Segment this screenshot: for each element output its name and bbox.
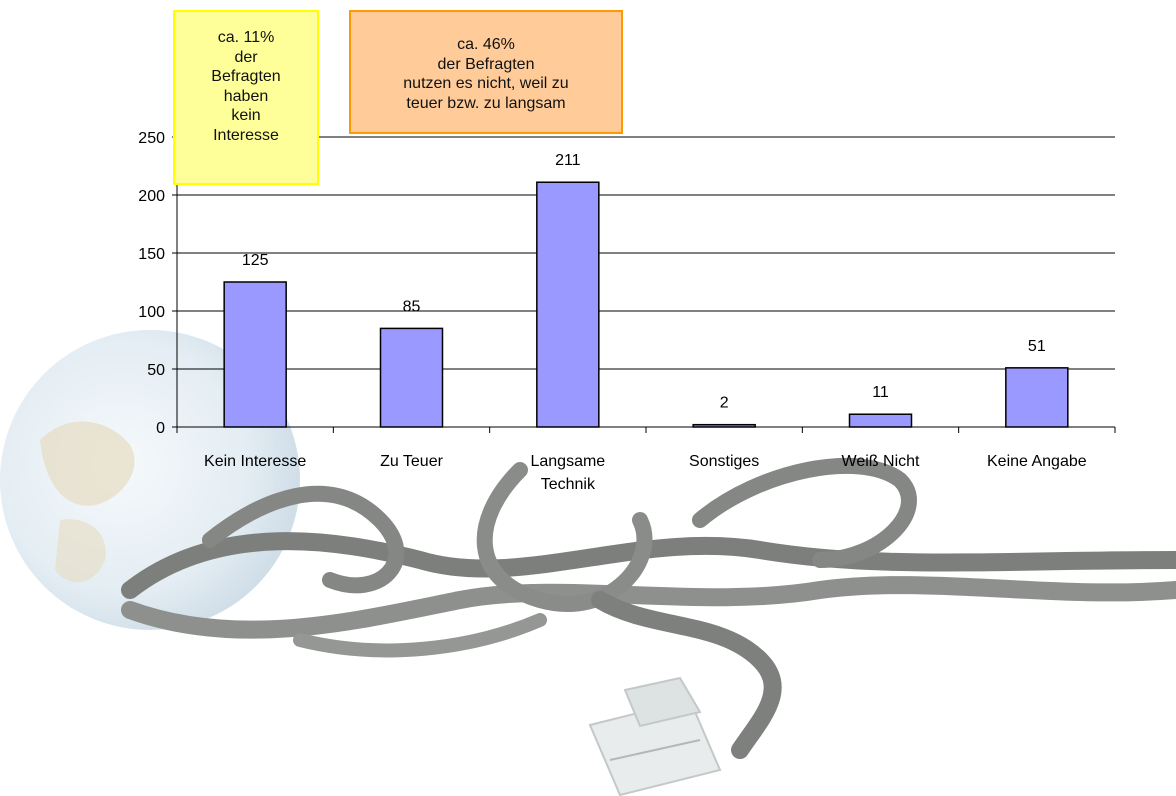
x-tick-label-line: Technik — [541, 476, 596, 493]
x-tick-label-line: Weiß Nicht — [842, 453, 920, 470]
bars — [223, 181, 1069, 428]
y-tick-label: 50 — [147, 362, 165, 379]
data-label: 11 — [872, 384, 889, 401]
y-tick-label: 150 — [138, 246, 165, 263]
callout-line: haben — [223, 87, 269, 105]
network-cable-icon — [121, 457, 1176, 759]
data-label: 2 — [720, 395, 729, 412]
y-tick-label: 200 — [138, 188, 165, 205]
callout-line: kein — [231, 107, 261, 124]
x-tick-label: Sonstiges — [689, 453, 759, 470]
gridlines — [177, 136, 1115, 370]
y-tick-label: 0 — [156, 420, 165, 437]
x-tick-label-line: Sonstiges — [689, 453, 759, 470]
x-tick-label: Keine Angabe — [987, 453, 1087, 470]
callout-line: Befragten — [211, 68, 281, 85]
callout-zu-teuer-langsam: ca. 46% der Befragten nutzen es nicht, w… — [349, 10, 623, 134]
data-label: 51 — [1028, 338, 1046, 355]
x-tick-label-line: Keine Angabe — [987, 453, 1087, 470]
x-tick-label-line: Langsame — [530, 453, 605, 470]
callout-line: nutzen es nicht, weil zu — [403, 75, 569, 92]
bar — [848, 413, 913, 428]
callout-line: ca. 46% — [457, 36, 515, 53]
callout-line: ca. 11% — [217, 29, 275, 46]
data-label: 211 — [555, 152, 581, 169]
rj45-plug-icon — [588, 676, 722, 796]
callout-kein-interesse: ca. 11% der Befragten haben kein Interes… — [173, 10, 319, 185]
callout-line: der Befragten — [437, 55, 535, 73]
callout-line: der — [234, 48, 258, 66]
bar — [536, 181, 600, 428]
x-tick-label: Zu Teuer — [380, 453, 444, 470]
labels: 0 50 100 150 200 250 125 Kein Interesse 85 Zu Teu… — [138, 130, 1086, 493]
x-tick-label-line: Kein Interesse — [204, 453, 306, 470]
data-label: 85 — [403, 298, 421, 315]
y-tick-label: 100 — [138, 304, 165, 321]
bar — [379, 327, 444, 428]
callout-line: teuer bzw. zu langsam — [406, 94, 566, 112]
x-tick-label: Weiß Nicht — [842, 453, 920, 470]
data-label: 125 — [242, 252, 269, 269]
x-tick-label-line: Zu Teuer — [380, 453, 444, 470]
y-tick-label: 250 — [138, 130, 165, 147]
x-tick-label: Kein Interesse — [204, 453, 306, 470]
callout-line: Interesse — [213, 126, 279, 144]
x-tick-label: Langsame Technik — [530, 453, 605, 493]
bar — [223, 281, 287, 428]
bar — [692, 423, 756, 428]
bar — [1005, 367, 1069, 428]
